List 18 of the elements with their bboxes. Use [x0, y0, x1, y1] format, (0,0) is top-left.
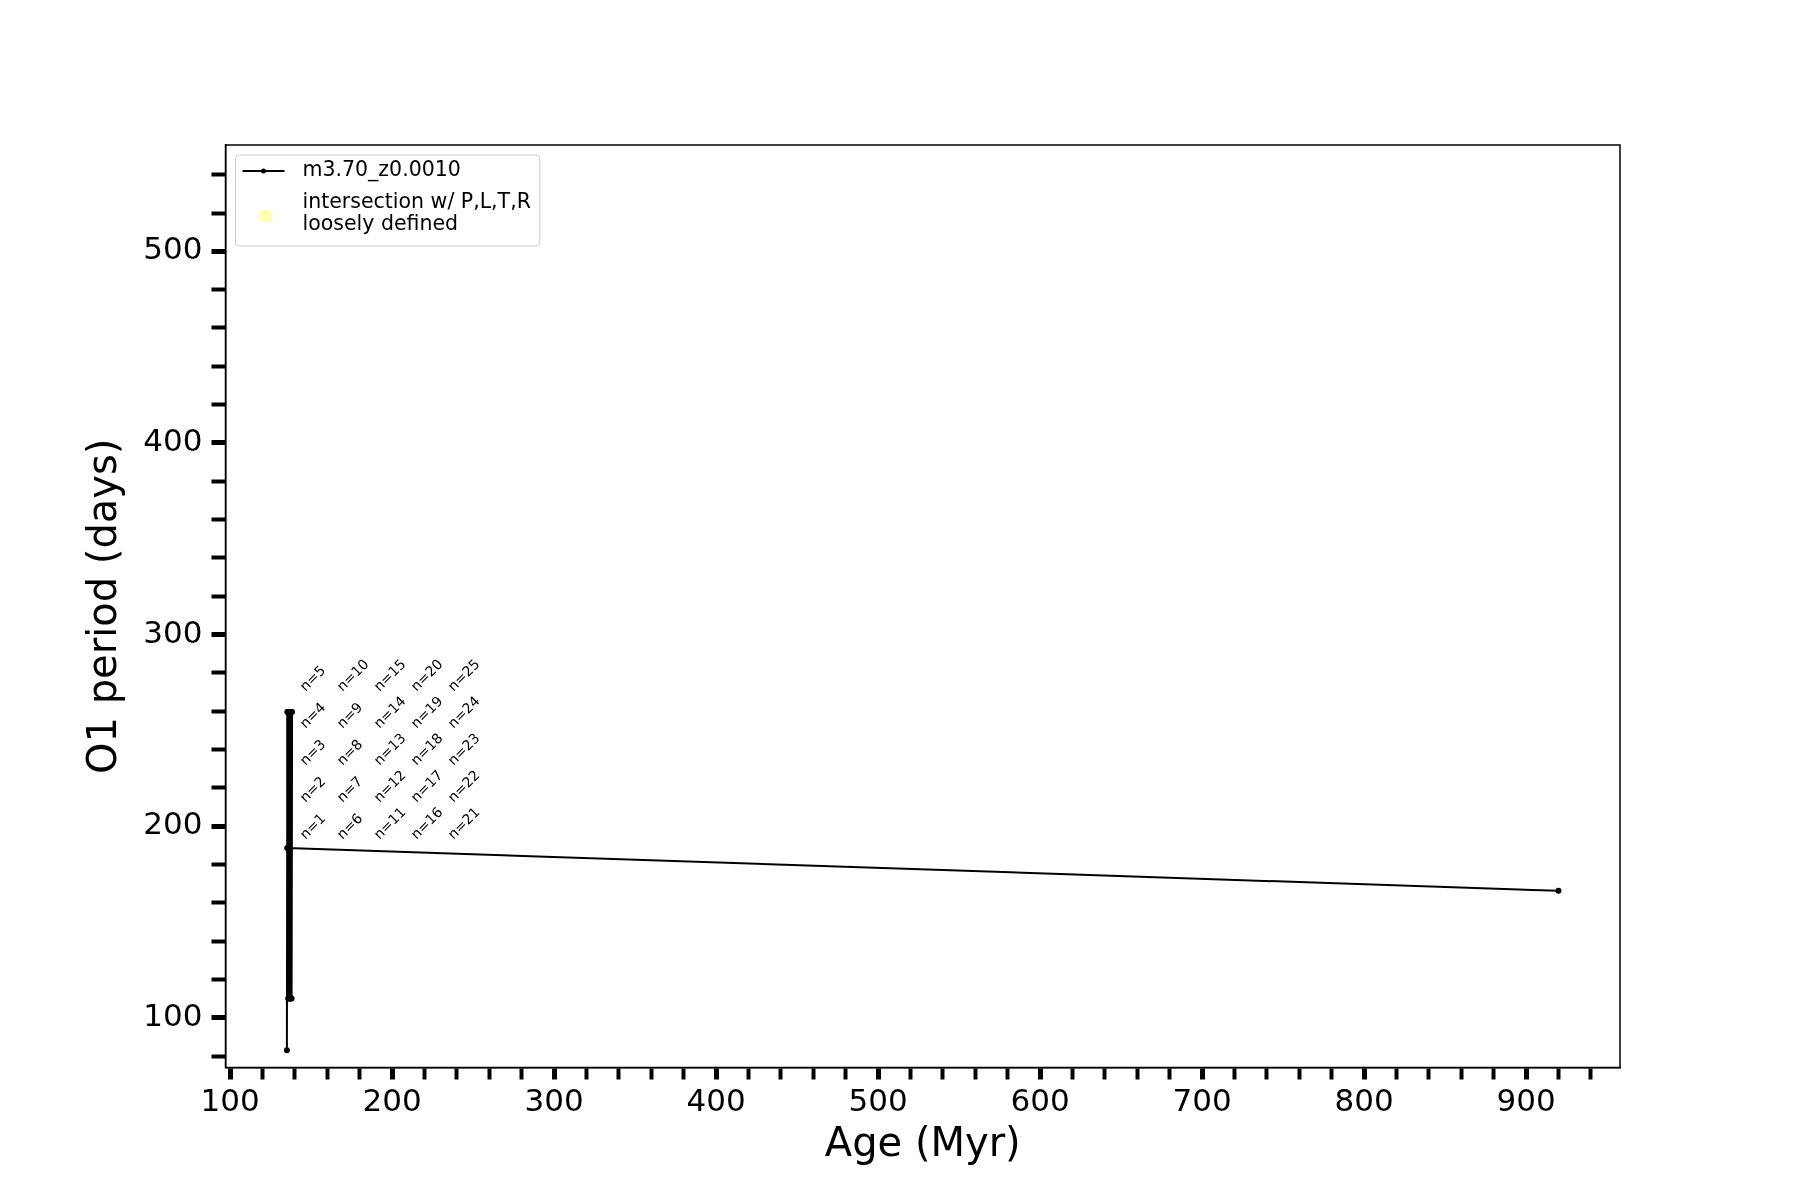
y-axis-title: O1 period (days)	[79, 438, 126, 774]
x-axis-title: Age (Myr)	[824, 1119, 1021, 1166]
legend-label: m3.70_z0.0010	[302, 157, 461, 183]
y-tick-label: 300	[143, 613, 203, 650]
y-tick-label: 400	[143, 421, 203, 458]
x-tick-label: 500	[848, 1082, 908, 1119]
y-tick-label: 100	[143, 996, 203, 1033]
x-tick-label: 600	[1010, 1082, 1070, 1119]
legend-label: intersection w/ P,L,T,R loosely defined	[302, 189, 531, 236]
x-tick-label: 700	[1172, 1082, 1232, 1119]
x-tick-label: 800	[1334, 1082, 1394, 1119]
x-tick-label: 400	[686, 1082, 746, 1119]
x-tick-label: 300	[524, 1082, 584, 1119]
x-tick-label: 100	[200, 1082, 260, 1119]
x-tick-label: 200	[362, 1082, 422, 1119]
y-tick-label: 500	[143, 230, 203, 267]
x-tick-label: 900	[1496, 1082, 1556, 1119]
y-tick-label: 200	[143, 805, 203, 842]
